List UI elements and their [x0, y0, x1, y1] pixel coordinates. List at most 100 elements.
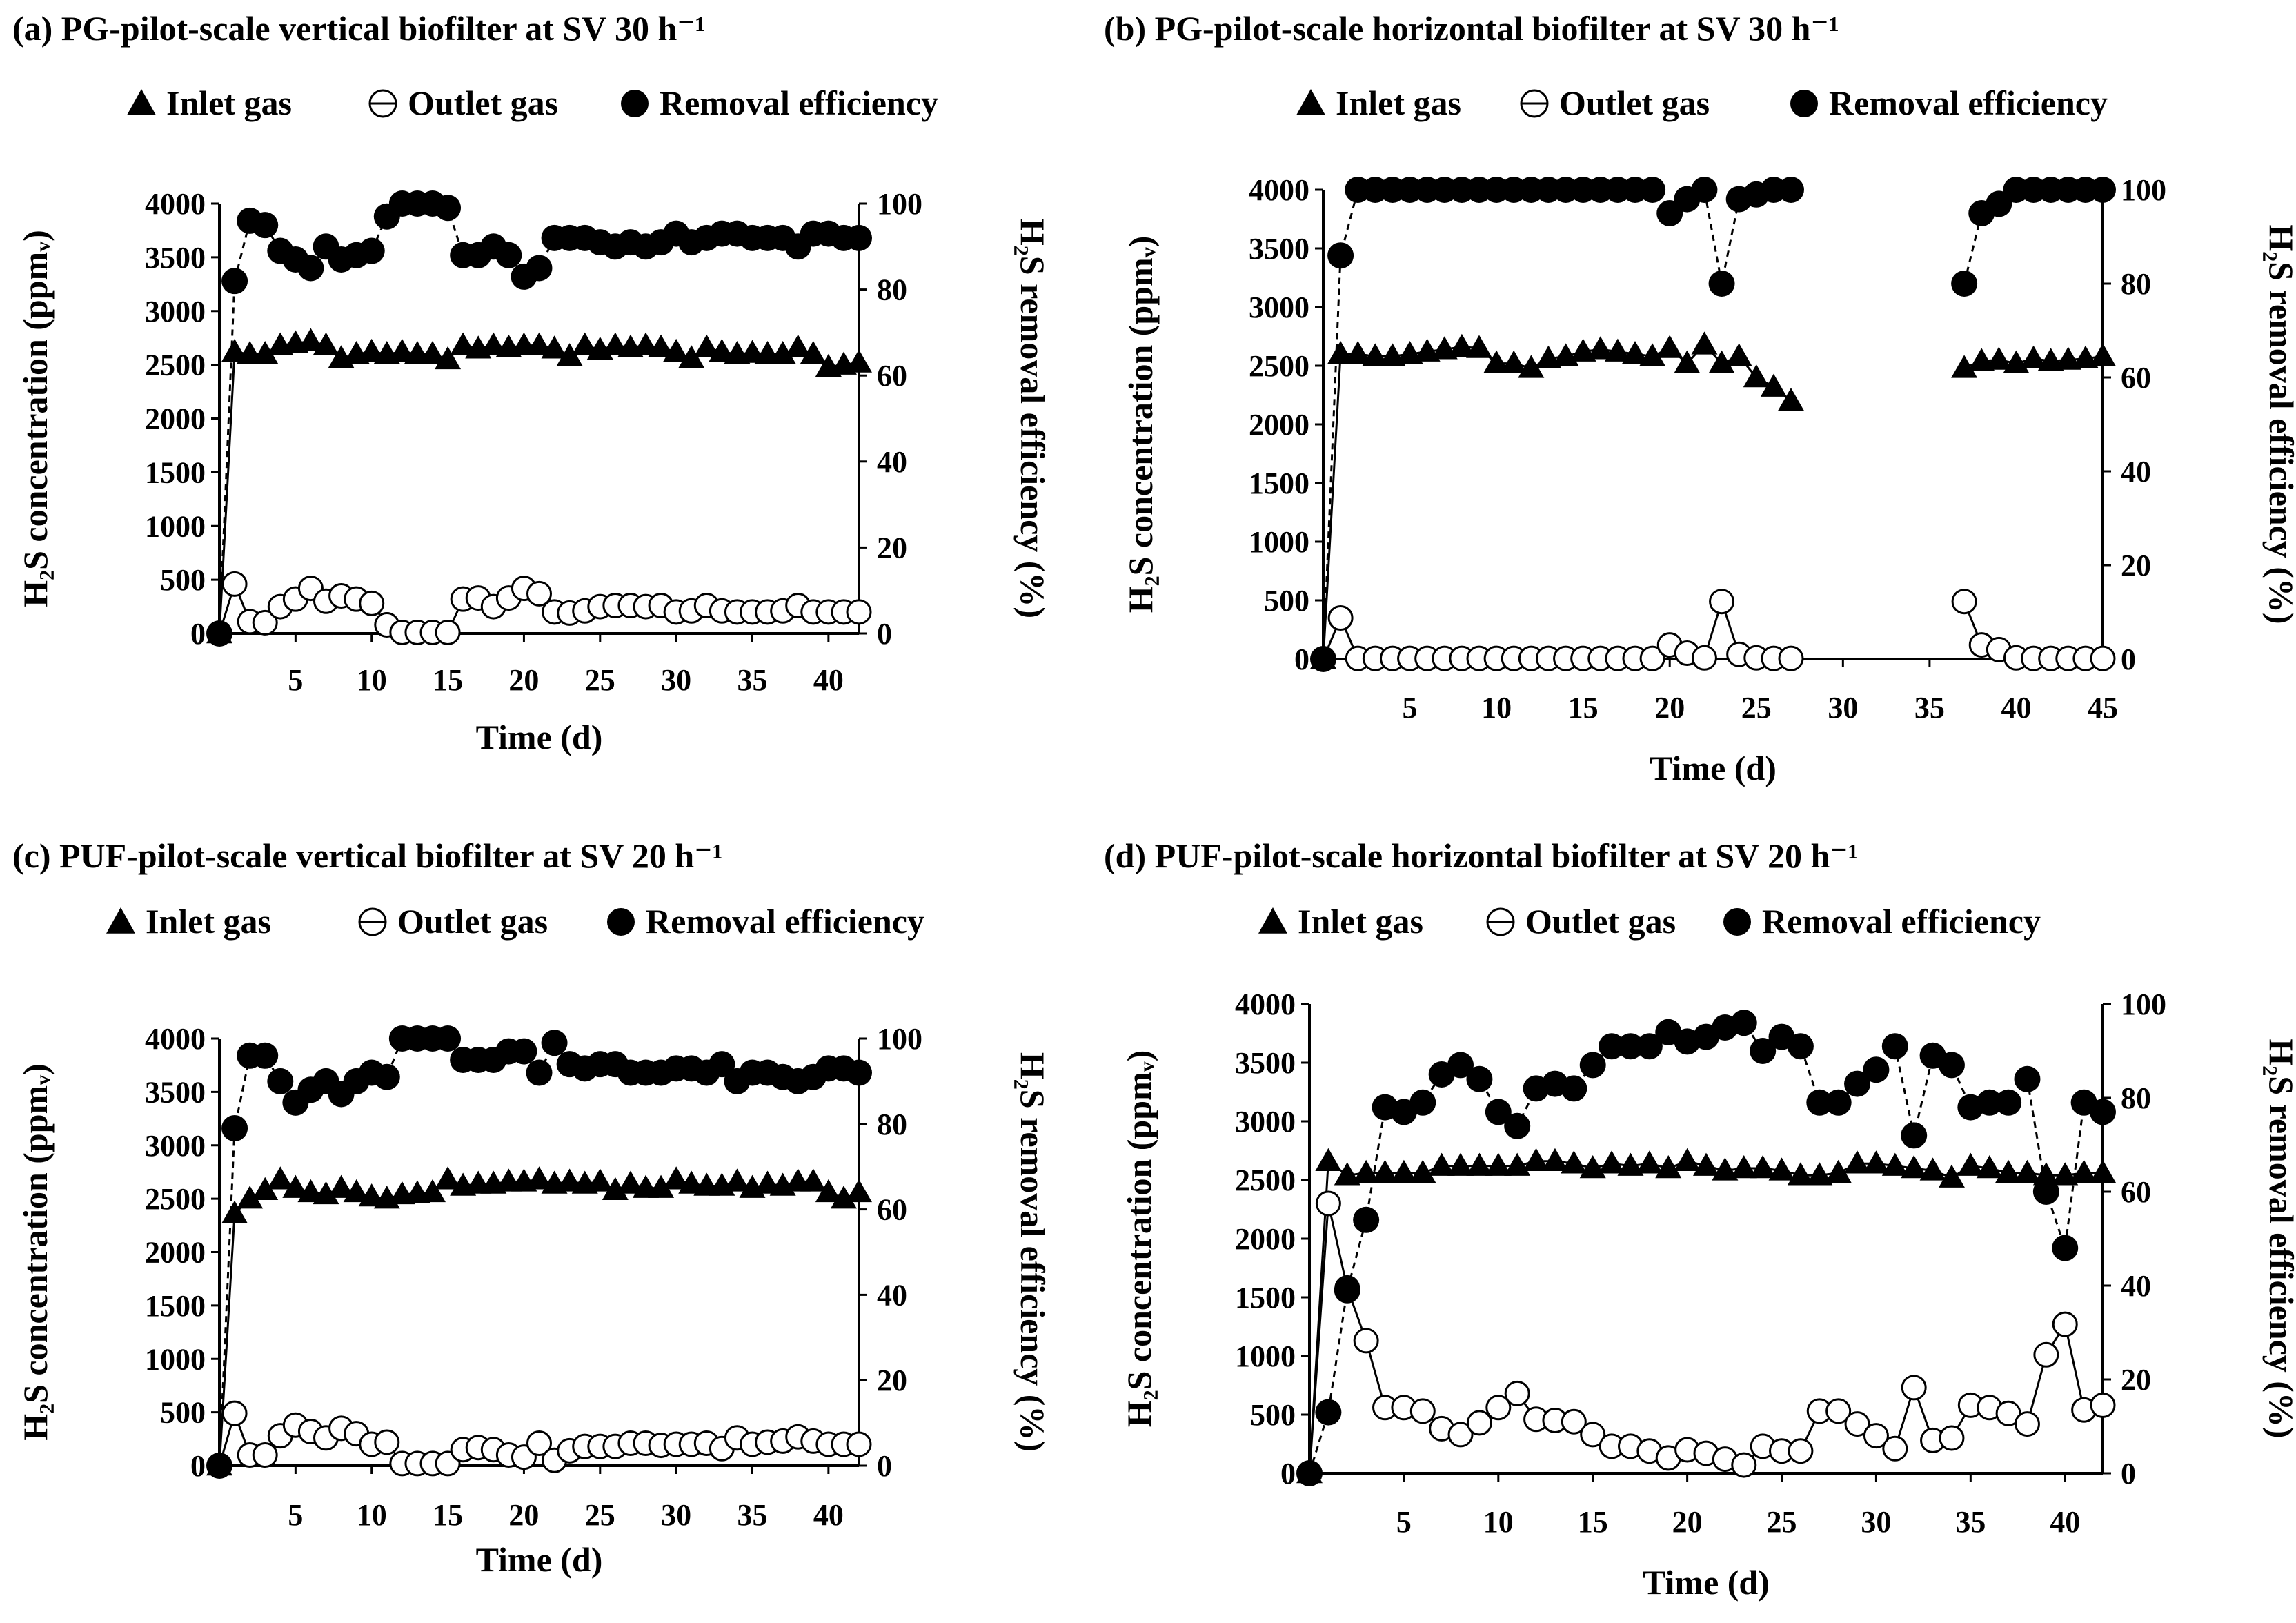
chart-c-y2label: H₂S removal efficiency (%)	[1013, 1052, 1052, 1452]
chart-c-legend-symbol-0	[106, 907, 135, 934]
chart-b-legend-label-1: Outlet gas	[1559, 83, 1710, 122]
chart-d-series-0-point-0-20	[1674, 1148, 1701, 1172]
chart-c-xtick-5: 30	[661, 1498, 691, 1532]
chart-c-xtick-7: 40	[813, 1498, 844, 1532]
chart-b-series-0-point-0-3	[1362, 343, 1389, 366]
chart-d-series-0-point-0-10	[1485, 1152, 1512, 1176]
chart-a-y2tick-3: 60	[877, 359, 907, 393]
chart-a-series-1-point-0-42	[846, 599, 872, 625]
chart-b-xlabel: Time (d)	[1650, 749, 1777, 787]
chart-c-series-0-point-0-1	[221, 1200, 248, 1224]
chart-a-series-0-point-0-33	[709, 338, 735, 362]
chart-b-series-0-point-1-5	[2037, 348, 2064, 371]
chart-d-series-2-point-0-28	[1825, 1089, 1852, 1116]
chart-c-series-0-point-0-6	[297, 1179, 324, 1203]
chart-d-xtick-7: 40	[2050, 1505, 2080, 1539]
chart-c-series-0-point-0-15	[435, 1166, 462, 1190]
chart-b-xtick-1: 10	[1481, 691, 1512, 725]
chart-a-ytick-3: 1500	[145, 455, 206, 489]
chart-a-ytick-5: 2500	[145, 348, 206, 382]
chart-a-series-1-point-0-15	[435, 619, 461, 645]
chart-d-ytick-5: 2500	[1235, 1163, 1296, 1197]
chart-a-xtick-5: 30	[661, 663, 691, 697]
chart-d-series-0-point-0-8	[1447, 1152, 1474, 1176]
chart-d-series-1-point-0-8	[1447, 1422, 1474, 1448]
chart-d-series-1-point-0-3	[1353, 1328, 1379, 1354]
chart-b-series-0-point-0-19	[1639, 343, 1666, 366]
chart-b-series-0-point-0-18	[1622, 341, 1648, 364]
chart-b-series-1-point-0-23	[1709, 589, 1735, 615]
chart-b-xtick-8: 45	[2088, 691, 2118, 725]
chart-a-series-1-point-0-21	[526, 580, 552, 607]
chart-b-y2tick-4: 80	[2121, 267, 2151, 301]
chart-a-series-0-point-0-1	[221, 338, 248, 362]
chart-b-legend-symbol-0	[1296, 89, 1325, 115]
chart-a-series-0-point-0-32	[693, 334, 720, 357]
chart-b-xtick-2: 15	[1568, 691, 1599, 725]
chart-d-series-1-point-0-14	[1561, 1408, 1587, 1435]
chart-d-ytick-8: 4000	[1235, 987, 1296, 1021]
chart-c-series-0-point-0-3	[252, 1177, 279, 1200]
chart-b-xtick-4: 25	[1741, 691, 1772, 725]
chart-a-xtick-7: 40	[813, 663, 844, 697]
chart-a-series-0-point-0-12	[388, 338, 415, 362]
chart-c-ytick-4: 2000	[145, 1236, 206, 1270]
chart-b-legend-label-0: Inlet gas	[1336, 83, 1461, 122]
chart-a-series-0-point-0-30	[663, 338, 690, 362]
chart-c-series-2-point-0-11	[373, 1063, 400, 1090]
chart-d-series-2-point-0-9	[1466, 1065, 1493, 1092]
chart-d-series-1-line-0	[1308, 1203, 2104, 1474]
chart-b-y2tick-5: 100	[2121, 173, 2166, 207]
chart-c-ytick-8: 4000	[145, 1022, 206, 1056]
chart-a-y2tick-5: 100	[877, 187, 922, 221]
chart-a-series-0-point-0-38	[784, 334, 811, 357]
chart-b-series-1-point-1-0	[1951, 589, 1977, 615]
chart-b-y2tick-3: 60	[2121, 361, 2151, 395]
chart-d-legend-label-0: Inlet gas	[1298, 902, 1423, 941]
chart-a-ytick-8: 4000	[145, 187, 206, 221]
chart-d-series-1-point-0-26	[1788, 1438, 1814, 1464]
chart-d-series-2-point-0-1	[1315, 1399, 1342, 1426]
chart-a-legend-symbol-2	[621, 90, 649, 117]
chart-a-series-0-point-0-28	[633, 332, 659, 355]
chart-b-series-2-point-0-27	[1778, 177, 1804, 203]
chart-b-series-2-point-0-0	[1310, 646, 1336, 672]
chart-a-series-2-point-0-1	[221, 268, 248, 295]
chart-d-series-2-point-0-30	[1863, 1056, 1890, 1083]
chart-b-series-0-point-0-11	[1501, 350, 1527, 373]
chart-d-series-0-point-0-40	[2052, 1162, 2079, 1186]
chart-c-series-0-point-0-30	[663, 1166, 690, 1190]
chart-a-xtick-1: 10	[357, 663, 387, 697]
chart-b-ytick-5: 2500	[1249, 349, 1309, 383]
chart-c-series-0-point-0-10	[358, 1183, 385, 1207]
chart-d-series-0-point-0-23	[1730, 1155, 1757, 1179]
chart-a-title: (a) PG-pilot-scale vertical biofilter at…	[12, 9, 706, 48]
chart-d-series-0-point-0-33	[1919, 1157, 1946, 1181]
chart-d-series-0-line-0	[1308, 1159, 2103, 1474]
chart-d-series-1-point-0-9	[1466, 1410, 1492, 1436]
chart-a-ytick-6: 3000	[145, 295, 206, 328]
chart-d-series-0-point-0-17	[1617, 1152, 1644, 1176]
chart-a-ytick-7: 3500	[145, 241, 206, 275]
chart-c-series-0-point-0-23	[556, 1168, 583, 1192]
chart-d-series-2-point-0-14	[1561, 1075, 1587, 1102]
chart-b-series-2-point-0-1	[1327, 242, 1354, 269]
chart-c-series-0-point-0-36	[754, 1170, 781, 1194]
chart-d-series-0-point-0-29	[1844, 1150, 1871, 1174]
chart-d-series-0-point-0-38	[2014, 1159, 2041, 1183]
chart-a-xtick-4: 25	[585, 663, 615, 697]
chart-d-series-0-point-0-31	[1881, 1152, 1908, 1176]
chart-b-xtick-6: 35	[1914, 691, 1945, 725]
chart-a-y2tick-0: 0	[877, 617, 892, 651]
chart-panel-c: (c) PUF-pilot-scale vertical biofilter a…	[0, 814, 1104, 1623]
chart-d-series-0-point-0-39	[2032, 1162, 2059, 1186]
chart-a-legend-label-0: Inlet gas	[166, 83, 292, 122]
chart-a-ytick-0: 0	[190, 617, 206, 651]
chart-d-series-1-point-0-6	[1409, 1398, 1436, 1424]
chart-b-series-2-point-0-19	[1639, 177, 1666, 203]
chart-d-series-1-point-0-10	[1485, 1395, 1512, 1421]
chart-d-series-0-point-0-24	[1750, 1155, 1777, 1179]
chart-b-series-0-point-0-24	[1725, 343, 1752, 366]
chart-d-series-2-point-0-23	[1730, 1010, 1757, 1036]
chart-a-svg: (a) PG-pilot-scale vertical biofilter at…	[12, 9, 1052, 756]
